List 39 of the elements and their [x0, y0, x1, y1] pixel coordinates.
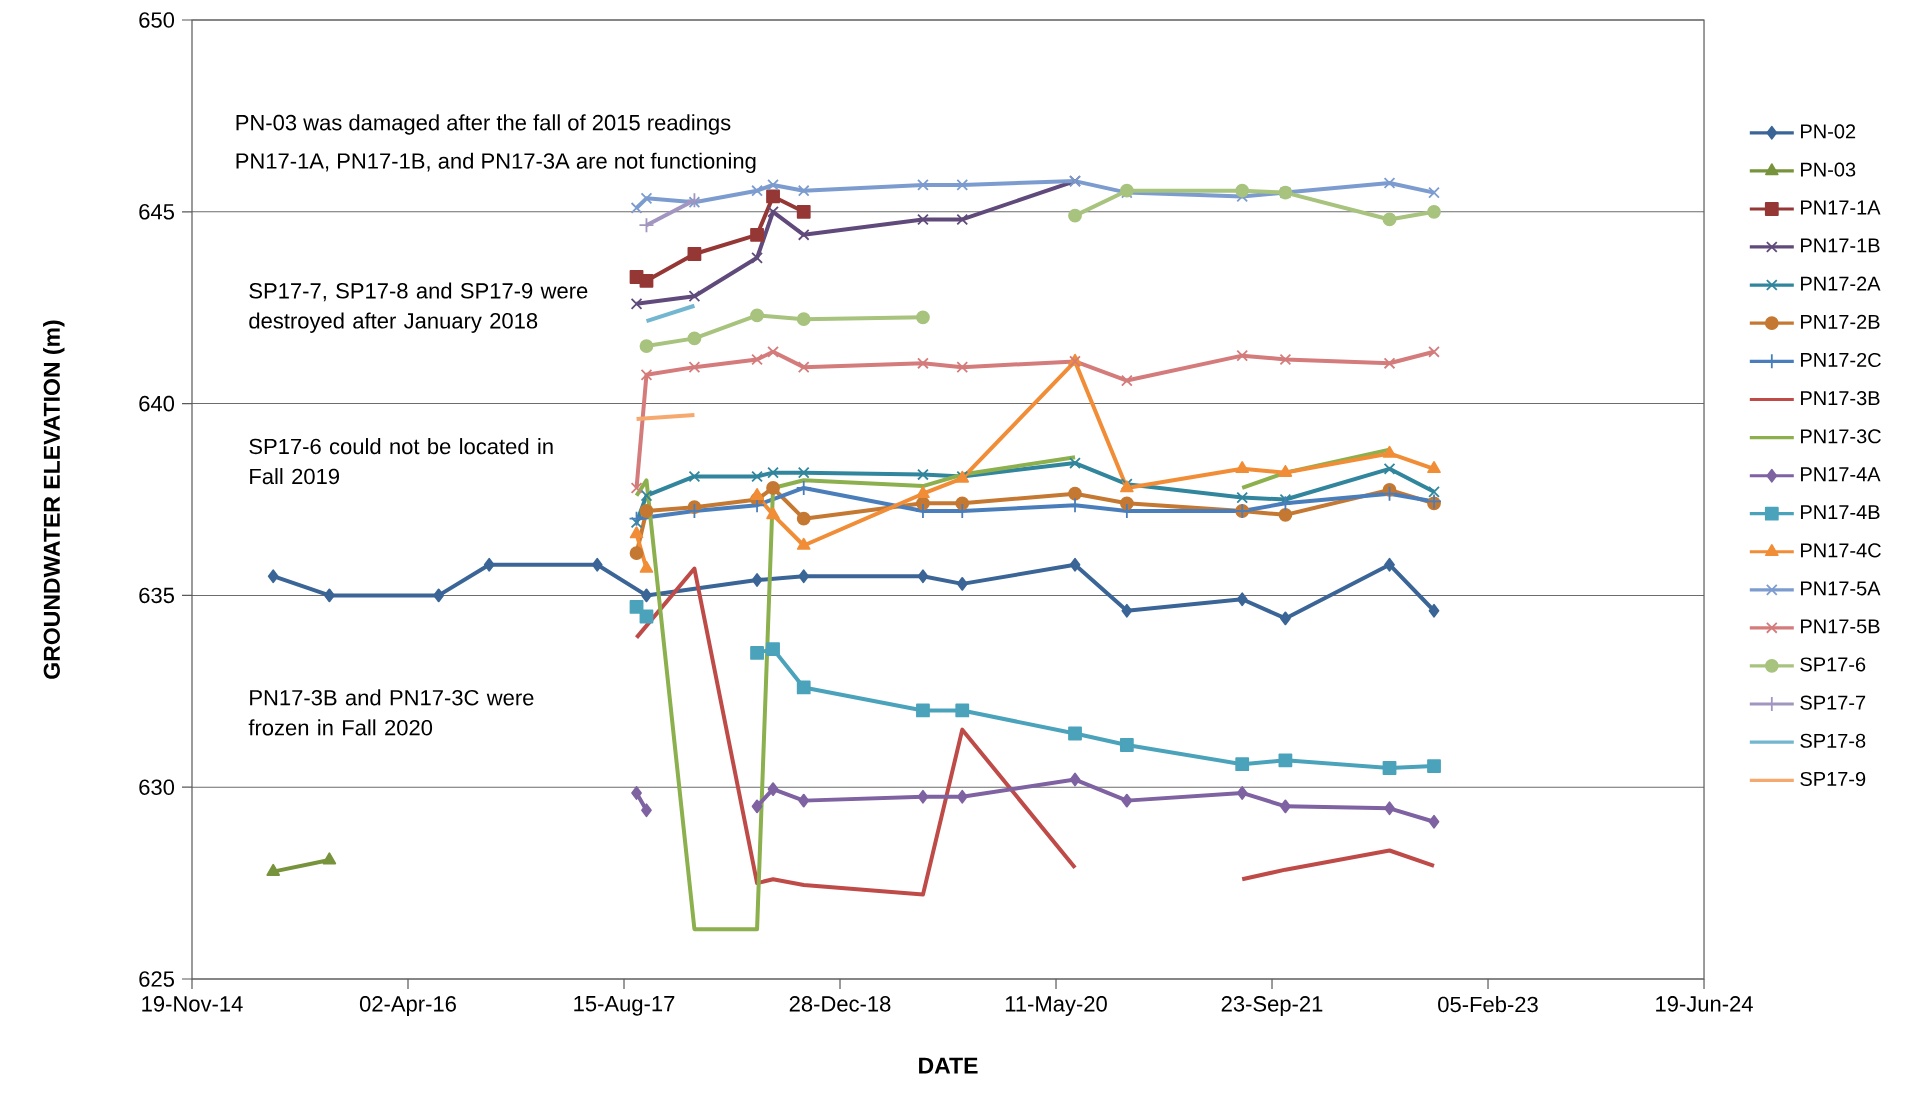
legend-label: PN17-2C [1801, 352, 1881, 368]
annotation: PN17-1A, PN17-1B, and PN17-3A are not functioning [236, 152, 756, 174]
x-tick-label: 19-Nov-14 [142, 996, 243, 1012]
x-axis-title: DATE [919, 1057, 978, 1074]
legend-label: PN-02 [1801, 124, 1856, 139]
legend-label: PN17-5B [1801, 619, 1880, 634]
x-tick-label: 05-Feb-23 [1438, 996, 1538, 1013]
annotation: SP17-6 could not be located in Fall 2019 [249, 438, 553, 485]
legend-label: PN17-1A [1801, 200, 1881, 215]
x-tick-label: 19-Jun-24 [1656, 996, 1753, 1012]
y-tick-label: 635 [139, 587, 174, 604]
legend-label: PN17-2A [1801, 276, 1881, 291]
legend-label: PN17-3B [1801, 391, 1880, 406]
annotation: PN17-3B and PN17-3C were frozen in Fall 2020 [248, 689, 534, 736]
legend-label: SP17-7 [1800, 695, 1866, 710]
y-tick-label: 645 [139, 204, 174, 220]
legend-label: PN-03 [1801, 162, 1856, 177]
x-tick-label: 02-Apr-16 [359, 996, 456, 1016]
legend-label: PN17-2B [1801, 314, 1880, 329]
legend-label: PN17-4C [1801, 543, 1881, 558]
y-axis-title: GROUNDWATER ELEVATION (m) [43, 320, 65, 679]
x-tick-label: 23-Sep-21 [1221, 996, 1323, 1016]
legend-label: SP17-8 [1800, 733, 1866, 748]
annotation: SP17-7, SP17-8 and SP17-9 were destroyed after January 2018 [249, 282, 588, 333]
annotation: PN-03 was damaged after the fall of 2015 readings [236, 114, 731, 135]
y-tick-label: 625 [139, 971, 174, 987]
legend-label: SP17-6 [1800, 657, 1866, 672]
legend-label: PN17-1B [1801, 238, 1880, 253]
legend-label: PN17-5A [1801, 581, 1881, 596]
x-tick-label: 15-Aug-17 [574, 996, 675, 1016]
x-tick-label: 28-Dec-18 [789, 996, 891, 1012]
y-tick-label: 630 [139, 779, 175, 795]
legend-label: PN17-4B [1801, 505, 1880, 520]
x-tick-label: 11-May-20 [1005, 996, 1107, 1016]
y-tick-label: 640 [139, 395, 175, 412]
legend-label: SP17-9 [1800, 771, 1866, 787]
legend-label: PN17-4A [1801, 467, 1881, 482]
y-tick-label: 650 [139, 12, 175, 28]
legend-label: PN17-3C [1801, 429, 1881, 444]
